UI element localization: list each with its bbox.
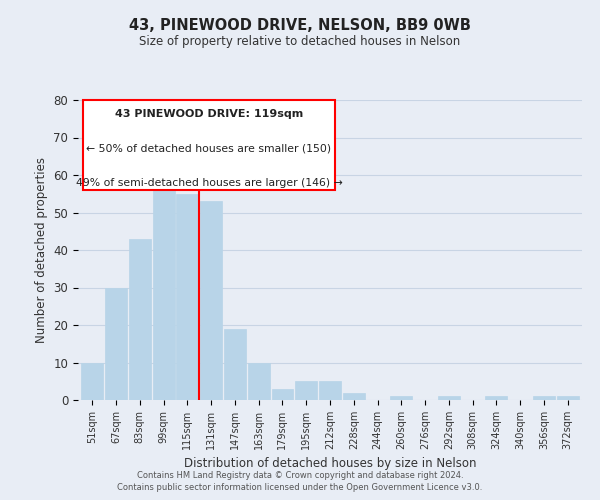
Text: Size of property relative to detached houses in Nelson: Size of property relative to detached ho… (139, 35, 461, 48)
Bar (485, 396, 508, 400)
Bar (533, 396, 555, 400)
Text: 49% of semi-detached houses are larger (146) →: 49% of semi-detached houses are larger (… (76, 178, 343, 188)
Text: Contains public sector information licensed under the Open Government Licence v3: Contains public sector information licen… (118, 484, 482, 492)
Bar (343, 392, 365, 400)
Bar (105, 288, 127, 400)
Bar (319, 381, 341, 400)
Bar (391, 396, 412, 400)
Bar (82, 362, 103, 400)
Bar (248, 362, 269, 400)
Bar (152, 175, 175, 400)
Bar (438, 396, 460, 400)
Text: Contains HM Land Registry data © Crown copyright and database right 2024.: Contains HM Land Registry data © Crown c… (137, 471, 463, 480)
Text: 43, PINEWOOD DRIVE, NELSON, BB9 0WB: 43, PINEWOOD DRIVE, NELSON, BB9 0WB (129, 18, 471, 32)
FancyBboxPatch shape (83, 100, 335, 190)
Bar (129, 239, 151, 400)
Bar (295, 381, 317, 400)
Bar (557, 396, 578, 400)
Bar (272, 389, 293, 400)
Bar (176, 194, 198, 400)
Bar (200, 201, 222, 400)
X-axis label: Distribution of detached houses by size in Nelson: Distribution of detached houses by size … (184, 458, 476, 470)
Bar (224, 329, 246, 400)
Text: ← 50% of detached houses are smaller (150): ← 50% of detached houses are smaller (15… (86, 144, 332, 154)
Text: 43 PINEWOOD DRIVE: 119sqm: 43 PINEWOOD DRIVE: 119sqm (115, 109, 303, 119)
Y-axis label: Number of detached properties: Number of detached properties (35, 157, 48, 343)
